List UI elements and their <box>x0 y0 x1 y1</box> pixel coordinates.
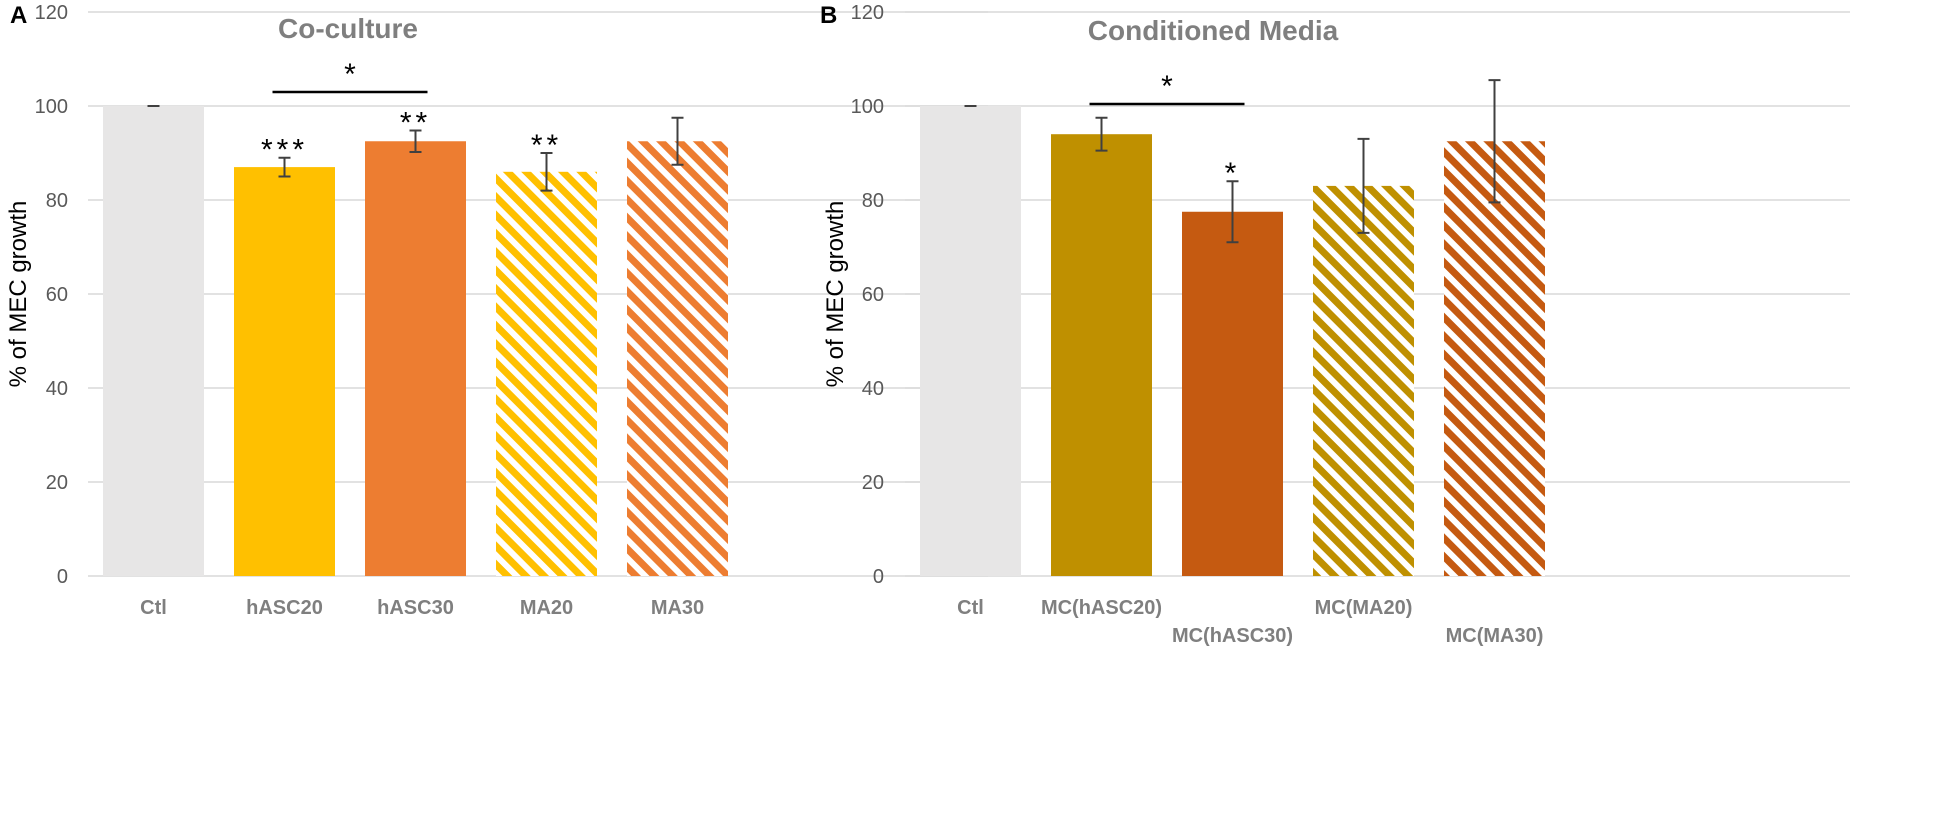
y-tick-label: 120 <box>35 2 68 24</box>
significance-mc-hasc30: * <box>1225 157 1241 190</box>
x-tick-label: Ctl <box>140 597 167 619</box>
y-tick-label: 40 <box>46 378 68 400</box>
error-bar-mc-hasc20 <box>1095 116 1108 152</box>
x-tick-label: MC(MA30) <box>1446 625 1544 647</box>
y-tick-label: 80 <box>46 190 68 212</box>
error-bar-ma20 <box>540 152 553 192</box>
bar-mc-hasc20 <box>1051 134 1152 576</box>
bracket-label: * <box>1161 70 1173 103</box>
error-bar-mc-ma30 <box>1488 79 1501 204</box>
significance-ma20: ** <box>531 129 562 162</box>
y-tick-label: 20 <box>862 472 884 494</box>
bar-ma30 <box>627 141 728 576</box>
y-axis-label: % of MEC growth <box>5 201 32 388</box>
error-bar-hasc20 <box>278 156 291 178</box>
bracket-label: * <box>344 58 356 91</box>
y-tick-label: 60 <box>46 284 68 306</box>
x-tick-label: MA20 <box>520 597 573 619</box>
x-tick-label: Ctl <box>957 597 984 619</box>
error-bar-ma30 <box>671 116 684 166</box>
y-tick-label: 100 <box>35 96 68 118</box>
y-tick-label: 40 <box>862 378 884 400</box>
significance-hasc20: *** <box>261 134 308 167</box>
bar-mc-hasc30 <box>1182 211 1283 576</box>
x-tick-label: MC(hASC20) <box>1041 597 1162 619</box>
panel-b: 0 20 40 60 80 100 120 B Conditioned Media % of ME… <box>820 2 1850 647</box>
x-tick-label: hASC30 <box>377 597 454 619</box>
bar-mc-ma20 <box>1313 185 1414 576</box>
error-bar-hasc30 <box>409 129 422 154</box>
y-tick-label: 120 <box>851 2 884 24</box>
bar-hasc30 <box>365 141 466 576</box>
error-bar-mc-hasc30 <box>1226 180 1239 244</box>
chart-title: Conditioned Media <box>1088 15 1339 46</box>
bar-ctl <box>103 106 204 576</box>
chart-title: Co-culture <box>278 13 418 44</box>
panel-label: B <box>820 2 837 29</box>
x-tick-label: MC(hASC30) <box>1172 625 1293 647</box>
y-tick-label: 60 <box>862 284 884 306</box>
error-bar-mc-ma20 <box>1357 137 1370 234</box>
y-tick-label: 80 <box>862 190 884 212</box>
panel-a: 0 20 40 60 80 100 120 A Co-culture % of MEC growt… <box>5 2 988 619</box>
bar-ma20 <box>496 171 597 577</box>
bar-ctl <box>920 106 1021 576</box>
y-tick-label: 100 <box>851 96 884 118</box>
bar-mc-ma30 <box>1444 141 1545 576</box>
y-axis-label: % of MEC growth <box>822 201 849 388</box>
y-tick-label: 0 <box>57 566 68 588</box>
x-tick-label: hASC20 <box>246 597 323 619</box>
y-tick-label: 0 <box>873 566 884 588</box>
x-tick-label: MC(MA20) <box>1315 597 1413 619</box>
y-tick-label: 20 <box>46 472 68 494</box>
x-tick-label: MA30 <box>651 597 704 619</box>
panel-label: A <box>10 2 27 29</box>
bar-hasc20 <box>234 167 335 576</box>
significance-hasc30: ** <box>400 106 431 139</box>
